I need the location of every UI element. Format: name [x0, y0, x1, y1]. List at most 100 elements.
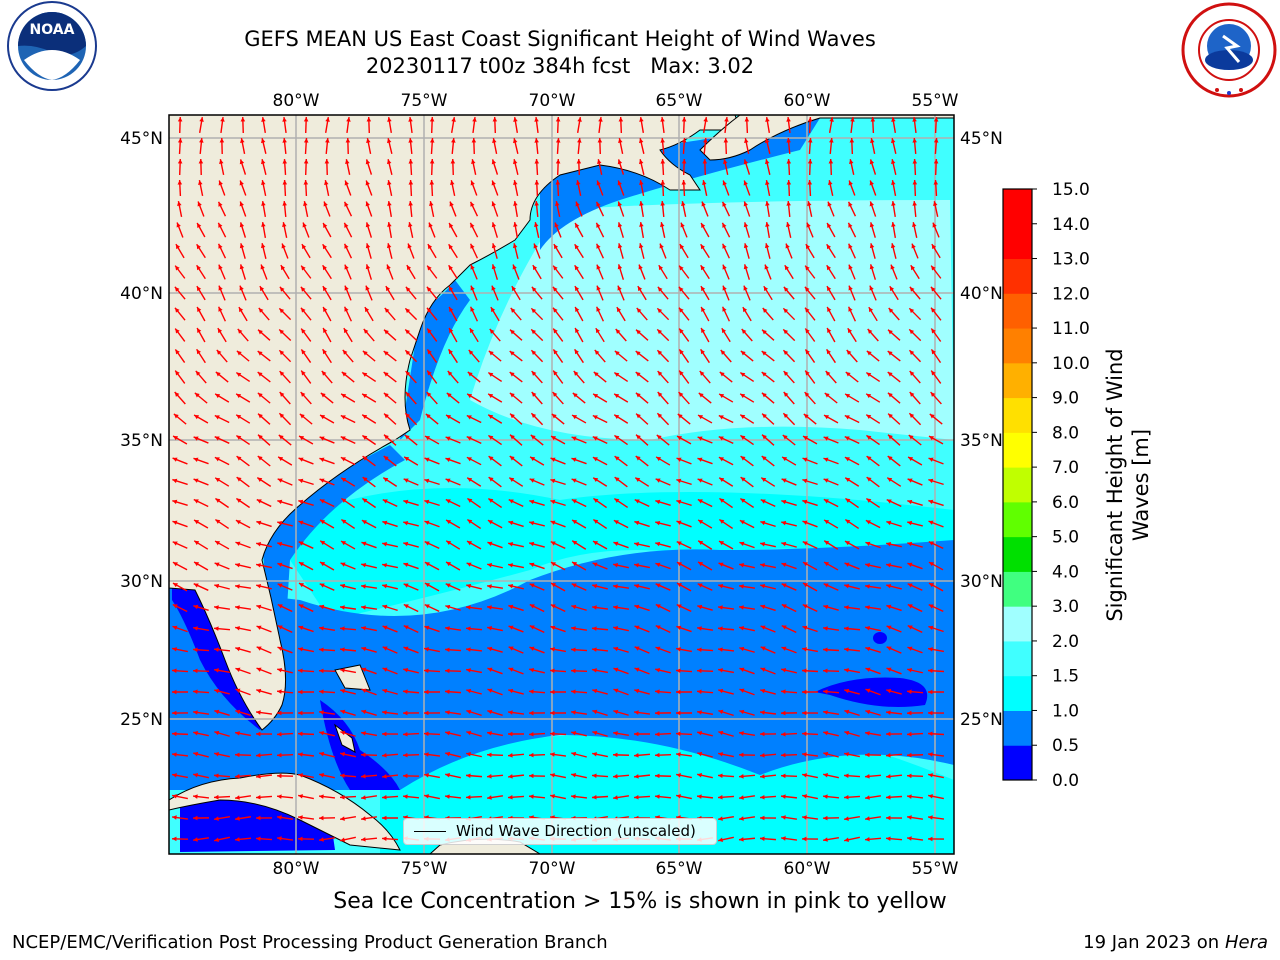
wave-arrow-head [487, 709, 493, 715]
wave-arrow-head [492, 117, 498, 122]
wave-arrow-head [405, 392, 411, 397]
wave-arrow-head [508, 542, 514, 547]
wave-arrow-head [660, 159, 666, 164]
wave-arrow-head [235, 709, 241, 715]
wave-arrow-head [805, 349, 810, 355]
wave-arrow-head [408, 222, 413, 228]
wave-arrow-head [765, 222, 770, 227]
wave-arrow-head [722, 306, 727, 312]
wave-arrow-head [298, 499, 304, 505]
colorbar-cell [1003, 223, 1032, 260]
wave-arrow-head [362, 498, 368, 503]
wave-arrow-head [487, 626, 492, 631]
wave-arrow-head [592, 583, 598, 589]
wave-arrow-head [424, 647, 429, 652]
colorbar-cell [1003, 328, 1032, 364]
wave-arrow-head [575, 306, 580, 312]
wave-arrow-head [634, 753, 639, 758]
wave-arrow-head [529, 541, 535, 547]
wave-arrow-head [886, 794, 891, 800]
wave-arrow-head [850, 117, 855, 122]
wave-arrow-head [743, 201, 748, 207]
wave-arrow-head [805, 328, 810, 334]
wave-arrow-head [698, 392, 704, 398]
wave-arrow-head [491, 201, 496, 207]
wave-arrow-head [760, 604, 766, 610]
wave-arrow-head [277, 836, 282, 841]
wave-arrow-head [340, 752, 345, 757]
wave-arrow-head [508, 774, 513, 779]
wave-arrow-head [531, 413, 537, 419]
wave-arrow-head [847, 328, 853, 334]
wave-arrow-head [739, 837, 744, 842]
wave-arrow-head [340, 773, 345, 778]
wave-arrow-head [739, 667, 745, 672]
wave-arrow-head [679, 307, 684, 313]
wave-arrow-head [488, 498, 494, 503]
wave-arrow-head [554, 222, 559, 228]
wave-arrow-head [319, 478, 325, 483]
wave-arrow-head [907, 752, 912, 758]
wave-arrow-head [408, 117, 413, 122]
wave-arrow-head [469, 328, 475, 334]
wave-arrow-head [300, 392, 306, 397]
wave-arrow-head [805, 244, 811, 250]
wave-arrow-head [783, 329, 789, 335]
wave-arrow-head [657, 371, 663, 376]
wave-arrow-head [256, 542, 262, 547]
wave-arrow-head [319, 751, 325, 757]
wave-arrow-head [909, 286, 915, 292]
wave-arrow-head [426, 392, 432, 397]
wave-arrow-head [740, 498, 746, 503]
wave-arrow-head [575, 201, 580, 207]
wave-arrow-head [702, 180, 707, 186]
wave-arrow-head [550, 583, 556, 588]
wave-arrow-head [655, 710, 660, 716]
wave-arrow-head [700, 265, 706, 271]
wave-arrow-head [487, 795, 492, 800]
wave-arrow-head [427, 370, 432, 376]
wave-arrow-head [761, 372, 767, 377]
wave-arrow-head [196, 286, 202, 292]
wave-arrow-head [698, 562, 704, 567]
wave-arrow-head [382, 753, 387, 758]
wave-arrow-head [638, 264, 643, 270]
wave-arrow-head [298, 794, 303, 799]
wave-arrow-head [676, 647, 681, 652]
wave-arrow-head [634, 604, 640, 610]
wave-arrow-head [933, 180, 939, 185]
wave-arrow-head [887, 392, 893, 398]
wave-arrow-head [891, 117, 896, 122]
wave-arrow-head [575, 328, 580, 334]
wave-arrow-head [868, 307, 874, 313]
lon-label: 55°W [912, 859, 959, 879]
wave-arrow-head [658, 265, 664, 271]
wave-arrow-head [613, 626, 618, 631]
wave-arrow-head [425, 436, 431, 441]
wave-arrow-head [256, 795, 261, 800]
wave-arrow-head [907, 689, 912, 694]
wave-arrow-head [362, 477, 368, 482]
wave-arrow-head [718, 773, 723, 779]
wave-arrow-head [172, 794, 177, 799]
wave-arrow-head [256, 731, 261, 737]
wave-arrow-head [886, 625, 892, 630]
wave-arrow-head [404, 456, 410, 462]
wave-arrow-head [361, 752, 366, 758]
wave-arrow-head [676, 457, 682, 462]
wave-arrow-head [278, 434, 284, 440]
wave-arrow-head [844, 457, 850, 462]
wave-arrow-head [301, 370, 306, 376]
wave-arrow-head [219, 138, 225, 143]
wave-arrow-head [634, 731, 639, 737]
wave-arrow-head [172, 604, 178, 609]
wave-arrow-head [466, 794, 471, 800]
wave-arrow-head [533, 243, 538, 249]
wave-arrow-head [281, 243, 286, 249]
wave-arrow-head [909, 371, 915, 376]
wave-arrow-head [865, 795, 870, 800]
wave-arrow-head [907, 646, 913, 651]
wave-arrow-head [844, 605, 849, 610]
wave-arrow-head [280, 265, 286, 271]
wave-arrow-head [382, 499, 388, 504]
